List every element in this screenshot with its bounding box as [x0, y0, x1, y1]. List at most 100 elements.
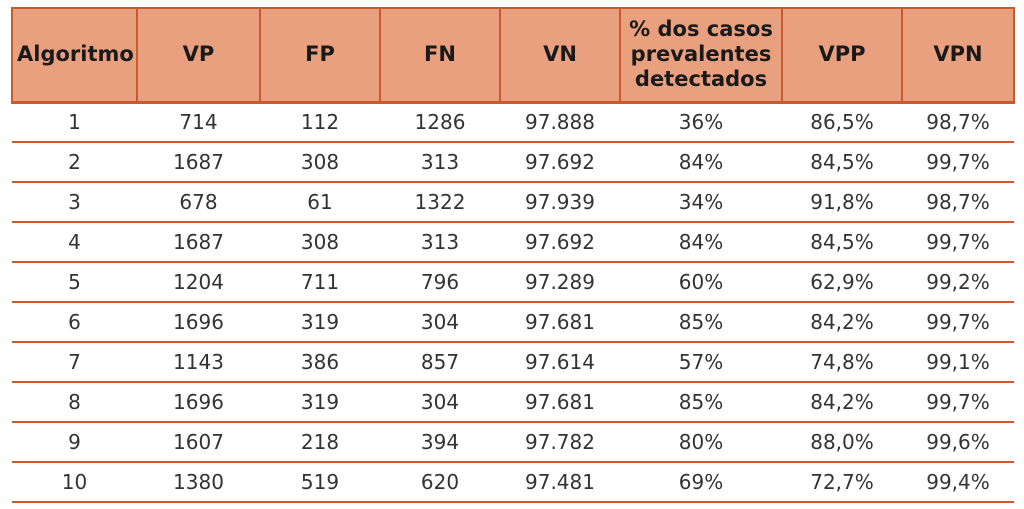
cell-algoritmo: 9	[12, 422, 137, 463]
cell-fn: 620	[380, 462, 500, 503]
cell-fn: 857	[380, 342, 500, 383]
cell-vpp: 84,2%	[782, 302, 902, 343]
cell-vpn: 99,6%	[902, 422, 1014, 463]
cell-fn: 313	[380, 222, 500, 263]
cell-algoritmo: 2	[12, 142, 137, 183]
cell-percent-detected: 85%	[620, 382, 782, 423]
cell-fn: 304	[380, 302, 500, 343]
cell-vpn: 99,2%	[902, 262, 1014, 303]
cell-fn: 1286	[380, 102, 500, 143]
cell-percent-detected: 57%	[620, 342, 782, 383]
cell-vpn: 99,7%	[902, 142, 1014, 183]
table-header: Algoritmo VP FP FN VN % dos casos preval…	[11, 7, 1015, 104]
cell-vn: 97.481	[500, 462, 620, 503]
table-row: 1 714 112 1286 97.888 36% 86,5% 98,7%	[12, 102, 1014, 143]
table-body: 1 714 112 1286 97.888 36% 86,5% 98,7% 2 1687 308 31…	[12, 102, 1014, 503]
header-percent-detected: % dos casos prevalentes detectados	[619, 7, 783, 104]
header-vn: VN	[499, 7, 621, 104]
table-row: 8 1696 319 304 97.681 85% 84,2% 99,7%	[12, 382, 1014, 423]
cell-percent-detected: 80%	[620, 422, 782, 463]
cell-vpn: 99,7%	[902, 222, 1014, 263]
cell-fp: 218	[260, 422, 380, 463]
table-row: 3 678 61 1322 97.939 34% 91,8% 98,7%	[12, 182, 1014, 223]
cell-algoritmo: 6	[12, 302, 137, 343]
header-vp: VP	[136, 7, 261, 104]
cell-vpn: 99,7%	[902, 382, 1014, 423]
cell-vpn: 99,4%	[902, 462, 1014, 503]
cell-vpp: 84,2%	[782, 382, 902, 423]
cell-fn: 394	[380, 422, 500, 463]
cell-fp: 308	[260, 142, 380, 183]
cell-algoritmo: 5	[12, 262, 137, 303]
cell-vn: 97.681	[500, 382, 620, 423]
table-row: 5 1204 711 796 97.289 60% 62,9% 99,2%	[12, 262, 1014, 303]
cell-fp: 711	[260, 262, 380, 303]
cell-fn: 1322	[380, 182, 500, 223]
table-row: 2 1687 308 313 97.692 84% 84,5% 99,7%	[12, 142, 1014, 183]
table-row: 9 1607 218 394 97.782 80% 88,0% 99,6%	[12, 422, 1014, 463]
cell-vpn: 99,1%	[902, 342, 1014, 383]
cell-algoritmo: 7	[12, 342, 137, 383]
cell-vn: 97.289	[500, 262, 620, 303]
cell-vpp: 91,8%	[782, 182, 902, 223]
cell-vp: 714	[137, 102, 260, 143]
cell-vn: 97.692	[500, 142, 620, 183]
header-algoritmo: Algoritmo	[11, 7, 138, 104]
header-fp: FP	[259, 7, 381, 104]
header-fn: FN	[379, 7, 501, 104]
cell-algoritmo: 4	[12, 222, 137, 263]
cell-vp: 1687	[137, 142, 260, 183]
table-row: 10 1380 519 620 97.481 69% 72,7% 99,4%	[12, 462, 1014, 503]
cell-vp: 1204	[137, 262, 260, 303]
cell-vn: 97.939	[500, 182, 620, 223]
cell-vp: 1687	[137, 222, 260, 263]
cell-algoritmo: 3	[12, 182, 137, 223]
table-row: 7 1143 386 857 97.614 57% 74,8% 99,1%	[12, 342, 1014, 383]
cell-vp: 1696	[137, 382, 260, 423]
cell-vpp: 62,9%	[782, 262, 902, 303]
algorithm-results-table: Algoritmo VP FP FN VN % dos casos preval…	[11, 7, 1015, 503]
cell-vn: 97.681	[500, 302, 620, 343]
cell-vpp: 84,5%	[782, 142, 902, 183]
cell-fp: 61	[260, 182, 380, 223]
cell-vpp: 86,5%	[782, 102, 902, 143]
cell-vn: 97.888	[500, 102, 620, 143]
cell-fp: 319	[260, 382, 380, 423]
cell-fp: 112	[260, 102, 380, 143]
cell-vp: 1696	[137, 302, 260, 343]
cell-fn: 796	[380, 262, 500, 303]
table-row: 6 1696 319 304 97.681 85% 84,2% 99,7%	[12, 302, 1014, 343]
cell-fn: 304	[380, 382, 500, 423]
header-vpp: VPP	[781, 7, 903, 104]
cell-vn: 97.614	[500, 342, 620, 383]
cell-vn: 97.692	[500, 222, 620, 263]
cell-vpn: 98,7%	[902, 102, 1014, 143]
cell-percent-detected: 69%	[620, 462, 782, 503]
cell-percent-detected: 36%	[620, 102, 782, 143]
cell-vpp: 72,7%	[782, 462, 902, 503]
cell-percent-detected: 84%	[620, 142, 782, 183]
cell-fp: 386	[260, 342, 380, 383]
cell-percent-detected: 85%	[620, 302, 782, 343]
cell-percent-detected: 34%	[620, 182, 782, 223]
cell-algoritmo: 8	[12, 382, 137, 423]
cell-algoritmo: 1	[12, 102, 137, 143]
cell-vp: 1607	[137, 422, 260, 463]
cell-percent-detected: 84%	[620, 222, 782, 263]
cell-fp: 308	[260, 222, 380, 263]
cell-vp: 1143	[137, 342, 260, 383]
cell-vn: 97.782	[500, 422, 620, 463]
cell-fp: 319	[260, 302, 380, 343]
cell-algoritmo: 10	[12, 462, 137, 503]
cell-vpn: 99,7%	[902, 302, 1014, 343]
cell-vpp: 74,8%	[782, 342, 902, 383]
table-row: 4 1687 308 313 97.692 84% 84,5% 99,7%	[12, 222, 1014, 263]
header-row: Algoritmo VP FP FN VN % dos casos preval…	[11, 7, 1015, 104]
data-table-container: Algoritmo VP FP FN VN % dos casos preval…	[11, 7, 1015, 503]
cell-vpp: 84,5%	[782, 222, 902, 263]
cell-fp: 519	[260, 462, 380, 503]
cell-percent-detected: 60%	[620, 262, 782, 303]
cell-vpp: 88,0%	[782, 422, 902, 463]
cell-vp: 678	[137, 182, 260, 223]
cell-vpn: 98,7%	[902, 182, 1014, 223]
